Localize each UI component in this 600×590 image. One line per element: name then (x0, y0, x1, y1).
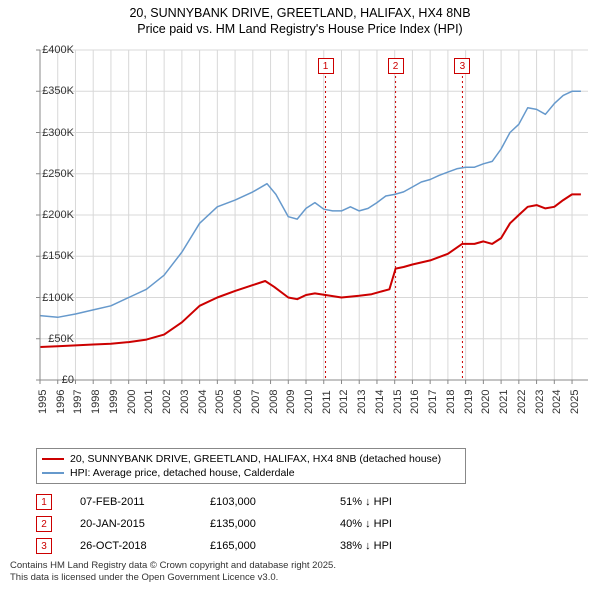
sales-table: 1 07-FEB-2011 £103,000 51% ↓ HPI 2 20-JA… (36, 492, 392, 558)
x-tick-label: 2018 (445, 390, 457, 414)
sale-price: £165,000 (210, 540, 340, 552)
marker-icon: 3 (36, 538, 52, 554)
x-tick-label: 2013 (356, 390, 368, 414)
x-tick-label: 2015 (392, 390, 404, 414)
x-tick-label: 2017 (427, 390, 439, 414)
x-tick-label: 1995 (37, 390, 49, 414)
table-row: 2 20-JAN-2015 £135,000 40% ↓ HPI (36, 514, 392, 534)
chart-marker-icon: 2 (388, 58, 404, 74)
x-tick-label: 2008 (268, 390, 280, 414)
footer: Contains HM Land Registry data © Crown c… (10, 560, 336, 584)
sale-date: 26-OCT-2018 (80, 540, 210, 552)
x-tick-label: 2012 (338, 390, 350, 414)
table-row: 1 07-FEB-2011 £103,000 51% ↓ HPI (36, 492, 392, 512)
chart-marker-icon: 3 (454, 58, 470, 74)
footer-line-1: Contains HM Land Registry data © Crown c… (10, 560, 336, 571)
x-tick-label: 2011 (321, 390, 333, 414)
chart-title: 20, SUNNYBANK DRIVE, GREETLAND, HALIFAX,… (0, 6, 600, 37)
x-tick-label: 2019 (463, 390, 475, 414)
x-tick-label: 2001 (143, 390, 155, 414)
footer-line-2: This data is licensed under the Open Gov… (10, 572, 278, 583)
y-tick-label: £350K (34, 85, 74, 97)
x-tick-label: 2025 (569, 390, 581, 414)
x-tick-label: 2009 (285, 390, 297, 414)
marker-icon: 1 (36, 494, 52, 510)
x-tick-label: 2003 (179, 390, 191, 414)
legend-swatch (42, 472, 64, 474)
y-tick-label: £200K (34, 209, 74, 221)
x-tick-label: 1997 (72, 390, 84, 414)
sale-date: 20-JAN-2015 (80, 518, 210, 530)
x-tick-label: 2024 (551, 390, 563, 414)
legend-label: 20, SUNNYBANK DRIVE, GREETLAND, HALIFAX,… (70, 453, 441, 465)
x-tick-label: 1996 (55, 390, 67, 414)
y-tick-label: £300K (34, 127, 74, 139)
x-tick-label: 2010 (303, 390, 315, 414)
legend: 20, SUNNYBANK DRIVE, GREETLAND, HALIFAX,… (36, 448, 466, 484)
legend-label: HPI: Average price, detached house, Cald… (70, 467, 295, 479)
x-tick-label: 1998 (90, 390, 102, 414)
x-tick-label: 2021 (498, 390, 510, 414)
x-tick-label: 2014 (374, 390, 386, 414)
x-tick-label: 2020 (480, 390, 492, 414)
legend-item-property: 20, SUNNYBANK DRIVE, GREETLAND, HALIFAX,… (42, 452, 460, 466)
x-tick-label: 2002 (161, 390, 173, 414)
title-line-2: Price paid vs. HM Land Registry's House … (137, 22, 462, 36)
x-tick-label: 2022 (516, 390, 528, 414)
x-tick-label: 2000 (126, 390, 138, 414)
x-tick-label: 2006 (232, 390, 244, 414)
chart-marker-icon: 1 (318, 58, 334, 74)
x-tick-label: 2016 (409, 390, 421, 414)
y-tick-label: £50K (34, 333, 74, 345)
sale-diff: 40% ↓ HPI (340, 518, 392, 530)
legend-item-hpi: HPI: Average price, detached house, Cald… (42, 466, 460, 480)
x-tick-label: 2005 (214, 390, 226, 414)
title-line-1: 20, SUNNYBANK DRIVE, GREETLAND, HALIFAX,… (129, 6, 470, 20)
sale-diff: 38% ↓ HPI (340, 540, 392, 552)
marker-icon: 2 (36, 516, 52, 532)
y-tick-label: £0 (34, 374, 74, 386)
table-row: 3 26-OCT-2018 £165,000 38% ↓ HPI (36, 536, 392, 556)
x-tick-label: 2004 (197, 390, 209, 414)
x-tick-label: 1999 (108, 390, 120, 414)
y-tick-label: £150K (34, 250, 74, 262)
sale-price: £103,000 (210, 496, 340, 508)
sale-price: £135,000 (210, 518, 340, 530)
x-tick-label: 2023 (534, 390, 546, 414)
sale-diff: 51% ↓ HPI (340, 496, 392, 508)
price-chart (36, 46, 594, 414)
legend-swatch (42, 458, 64, 460)
sale-date: 07-FEB-2011 (80, 496, 210, 508)
x-tick-label: 2007 (250, 390, 262, 414)
y-tick-label: £400K (34, 44, 74, 56)
y-tick-label: £250K (34, 168, 74, 180)
y-tick-label: £100K (34, 292, 74, 304)
